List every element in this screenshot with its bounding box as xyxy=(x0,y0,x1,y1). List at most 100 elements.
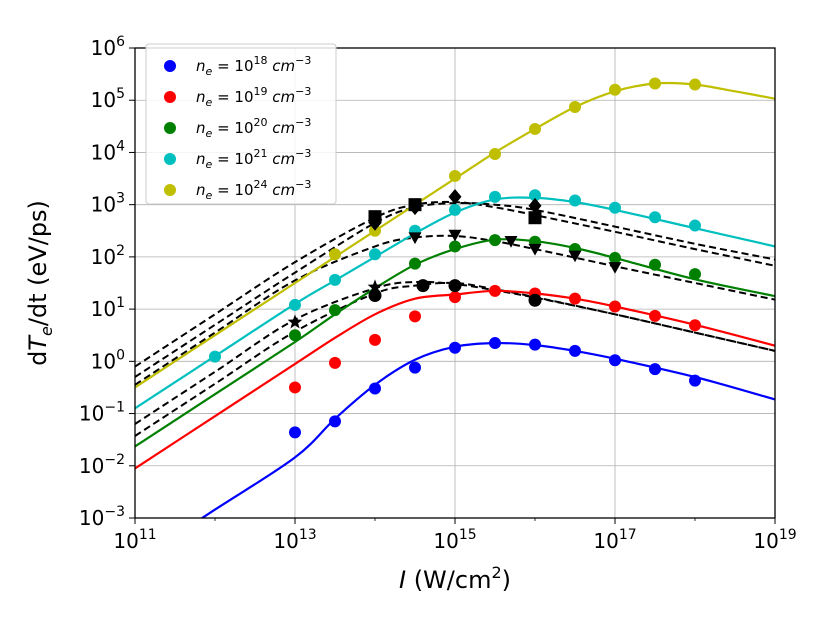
series-point-1 xyxy=(649,309,661,322)
series-point-4 xyxy=(689,78,701,91)
series-point-4 xyxy=(329,248,341,261)
series-point-3 xyxy=(609,201,621,214)
series-point-0 xyxy=(569,344,581,357)
series-point-0 xyxy=(329,415,341,428)
series-point-3 xyxy=(649,211,661,224)
series-point-1 xyxy=(289,381,301,394)
series-point-3 xyxy=(369,248,381,261)
series-point-0 xyxy=(449,341,461,354)
x-tick-label: 1013 xyxy=(273,527,316,553)
legend-label-2: ne = 1020 cm−3 xyxy=(196,116,311,140)
y-axis: 10−3 10−2 10−1 100 101 102 103 104 105 106 xyxy=(79,34,135,530)
series-point-1 xyxy=(489,284,501,297)
series-point-4 xyxy=(609,83,621,96)
series-point-0 xyxy=(689,374,701,387)
legend-label-0: ne = 1018 cm−3 xyxy=(196,54,311,78)
series-point-0 xyxy=(649,363,661,376)
reference-marker-triangle-down xyxy=(608,262,622,274)
series-point-2 xyxy=(329,304,341,317)
reference-marker-square xyxy=(528,211,542,225)
reference-marker-diamond xyxy=(448,189,462,205)
y-tick-label: 10−1 xyxy=(79,400,125,426)
reference-marker-circle xyxy=(448,279,462,293)
series-point-1 xyxy=(369,333,381,346)
series-point-0 xyxy=(609,354,621,367)
series-point-1 xyxy=(329,356,341,369)
series-point-3 xyxy=(329,273,341,286)
reference-marker-triangle-down xyxy=(568,250,582,263)
x-tick-label: 1017 xyxy=(593,527,636,553)
legend-label-3: ne = 1021 cm−3 xyxy=(196,147,311,171)
legend: ne = 1018 cm−3 ne = 1019 cm−3 ne = 1020 cm… xyxy=(145,43,337,205)
series-point-0 xyxy=(489,337,501,350)
legend-label-4: ne = 1024 cm−3 xyxy=(196,178,311,202)
series-point-4 xyxy=(569,101,581,114)
series-point-2 xyxy=(609,251,621,264)
series-point-4 xyxy=(649,77,661,90)
y-tick-label: 100 xyxy=(91,347,125,373)
reference-marker-circle xyxy=(416,279,430,293)
y-tick-label: 105 xyxy=(91,86,125,112)
series-point-3 xyxy=(449,203,461,216)
plot-area xyxy=(135,77,775,518)
legend-marker-3 xyxy=(164,153,176,165)
legend-marker-1 xyxy=(164,91,176,103)
reference-marker-triangle-down xyxy=(528,243,542,256)
series-point-0 xyxy=(409,361,421,374)
series-point-1 xyxy=(449,291,461,304)
series-point-3 xyxy=(209,350,221,363)
series-point-1 xyxy=(689,319,701,332)
series-point-1 xyxy=(569,292,581,305)
y-tick-label: 102 xyxy=(91,243,125,269)
y-tick-label: 104 xyxy=(91,138,125,164)
series-point-1 xyxy=(409,310,421,323)
plot-clip-group xyxy=(135,77,775,518)
series-point-2 xyxy=(489,234,501,247)
legend-marker-0 xyxy=(164,60,176,72)
x-tick-label: 1011 xyxy=(113,527,156,553)
reference-marker-circle xyxy=(368,289,382,303)
series-point-3 xyxy=(529,189,541,202)
x-axis: 1011 1013 1015 1017 1019 xyxy=(113,518,797,553)
series-point-1 xyxy=(609,300,621,313)
series-point-4 xyxy=(489,148,501,161)
legend-marker-4 xyxy=(164,184,176,196)
series-point-4 xyxy=(529,122,541,135)
series-point-2 xyxy=(689,268,701,281)
y-tick-label: 10−2 xyxy=(79,452,125,478)
y-tick-label: 106 xyxy=(91,34,125,60)
y-axis-label: dTe/dt (eV/ps) xyxy=(24,200,56,366)
reference-marker-star xyxy=(367,279,383,294)
series-point-4 xyxy=(449,169,461,182)
y-tick-label: 10−3 xyxy=(79,504,125,530)
series-point-2 xyxy=(449,240,461,253)
series-point-4 xyxy=(369,224,381,237)
reference-marker-triangle-down xyxy=(504,236,518,248)
reference-marker-star xyxy=(287,314,303,329)
series-point-2 xyxy=(289,329,301,342)
reference-marker-triangle-down xyxy=(448,229,462,242)
x-axis-label: I (W/cm2) xyxy=(399,563,511,594)
x-tick-label: 1019 xyxy=(753,527,796,553)
reference-marker-circle xyxy=(528,293,542,307)
y-tick-label: 101 xyxy=(91,295,125,321)
series-point-0 xyxy=(529,338,541,351)
legend-label-1: ne = 1019 cm−3 xyxy=(196,85,311,109)
reference-marker-diamond xyxy=(528,197,542,214)
reference-marker-triangle-down xyxy=(408,232,422,245)
legend-frame xyxy=(145,43,337,205)
y-tick-label: 103 xyxy=(91,191,125,217)
series-point-2 xyxy=(409,257,421,270)
x-tick-label: 1015 xyxy=(433,527,476,553)
legend-marker-2 xyxy=(164,122,176,134)
series-point-2 xyxy=(649,258,661,271)
series-point-3 xyxy=(289,298,301,311)
series-point-3 xyxy=(689,219,701,232)
series-point-3 xyxy=(569,194,581,207)
reference-marker-diamond xyxy=(368,215,382,231)
series-point-3 xyxy=(489,190,501,203)
series-point-0 xyxy=(369,382,381,395)
series-point-0 xyxy=(289,426,301,439)
reference-marker-diamond xyxy=(408,199,422,216)
